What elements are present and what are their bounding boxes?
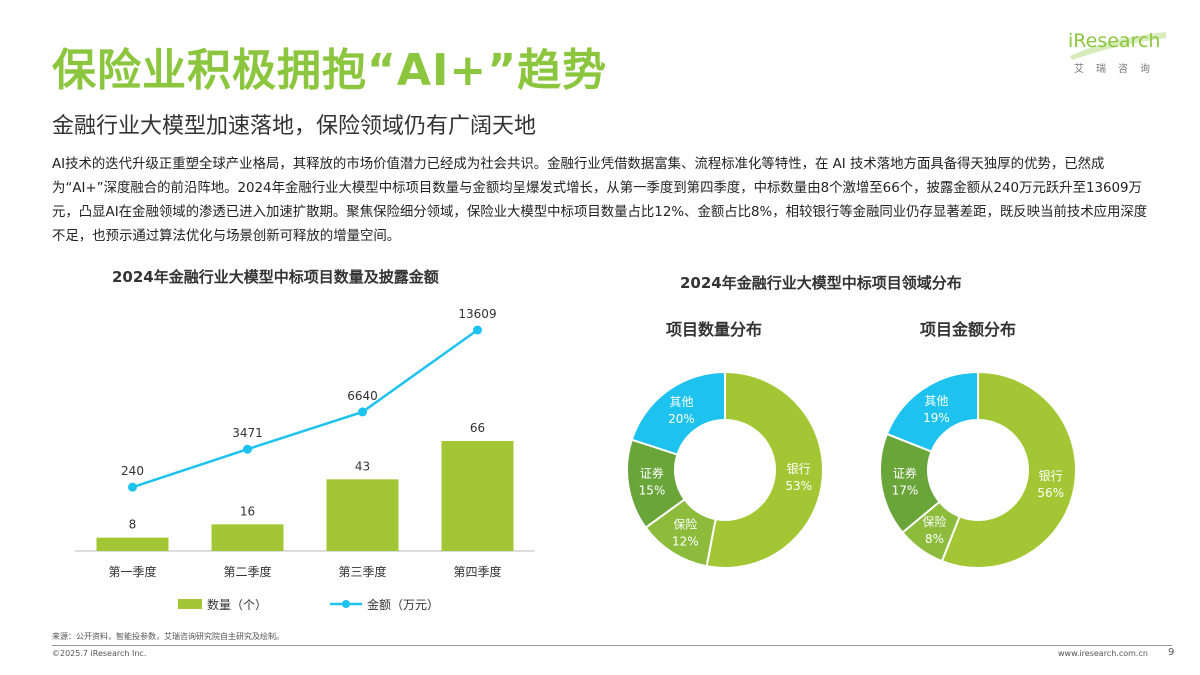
- donut-slice-银行: [705, 370, 824, 569]
- slice-label: 银行: [1039, 469, 1063, 483]
- slice-percent: 20%: [668, 412, 695, 426]
- slice-percent: 53%: [785, 479, 812, 493]
- slice-label: 证券: [640, 466, 664, 481]
- amount-line: [132, 328, 479, 489]
- legend-line-marker: [342, 600, 350, 608]
- bar-3: [326, 479, 399, 551]
- logo-swoosh-icon: [1070, 32, 1166, 60]
- x-tick-label: 第一季度: [108, 564, 156, 579]
- slice-percent: 19%: [923, 411, 950, 425]
- slice-label: 银行: [787, 462, 811, 476]
- website-link[interactable]: www.iresearch.com.cn: [1058, 649, 1148, 658]
- amount-value-label: 240: [121, 464, 144, 478]
- iresearch-logo: iResearch 艾瑞咨询: [1068, 30, 1168, 85]
- amount-value-label: 6640: [347, 389, 378, 403]
- copyright: ©2025.7 iResearch Inc.: [52, 649, 147, 658]
- slice-percent: 56%: [1037, 486, 1064, 500]
- slice-percent: 17%: [892, 484, 919, 498]
- logo-chinese: 艾瑞咨询: [1074, 64, 1162, 75]
- amount-point-3: [358, 407, 367, 417]
- slice-label: 保险: [922, 514, 946, 529]
- donut-slice-其他: [885, 370, 979, 453]
- bar-2: [211, 524, 284, 551]
- donut-amount-title: 项目金额分布: [920, 320, 1017, 339]
- slice-percent: 15%: [639, 484, 666, 498]
- bar-chart-title: 2024年金融行业大模型中标项目数量及披露金额: [112, 268, 439, 286]
- logo-wordmark: iResearch: [1068, 30, 1161, 52]
- legend-bar-label: 数量（个）: [207, 597, 267, 612]
- footer-divider: [52, 645, 1172, 646]
- bar-line-chart: 8 第一季度 16 第二季度 43 第三季度 66 第四季度 240 3471 6640 13609 数…: [75, 307, 535, 612]
- amount-point-4: [473, 325, 482, 335]
- amount-value-label: 13609: [458, 307, 496, 321]
- slice-label: 其他: [924, 394, 948, 408]
- body-paragraph: AI技术的迭代升级正重塑全球产业格局，其释放的市场价值潜力已经成为社会共识。金融…: [52, 157, 1148, 244]
- x-tick-label: 第二季度: [223, 564, 271, 579]
- amount-point-2: [243, 444, 252, 454]
- slice-label: 证券: [893, 466, 917, 481]
- x-tick-label: 第三季度: [338, 564, 386, 579]
- page-subtitle: 金融行业大模型加速落地，保险领域仍有广阔天地: [52, 114, 537, 139]
- donut-count-chart: 银行 53% 保险 12% 证券 15% 其他 20%: [626, 370, 824, 569]
- amount-point-1: [128, 482, 137, 492]
- amount-value-label: 3471: [232, 426, 263, 440]
- page-number: 9: [1168, 647, 1175, 658]
- donut-slice-其他: [630, 370, 726, 456]
- legend-bar-swatch: [178, 599, 202, 609]
- donut-count-title: 项目数量分布: [666, 320, 763, 339]
- donut-section-title: 2024年金融行业大模型中标项目领域分布: [680, 274, 962, 292]
- donut-amount-chart: 银行 56% 保险 8% 证券 17% 其他 19%: [879, 370, 1077, 569]
- slice-label: 保险: [673, 516, 697, 531]
- bar-4: [441, 441, 514, 551]
- bar-value-label: 16: [240, 504, 255, 518]
- bar-value-label: 8: [129, 518, 137, 532]
- legend-line-label: 金额（万元）: [367, 597, 439, 612]
- x-tick-label: 第四季度: [453, 564, 501, 579]
- bar-value-label: 43: [355, 459, 370, 473]
- bar-value-label: 66: [470, 421, 485, 435]
- slice-percent: 8%: [925, 532, 944, 546]
- slice-label: 其他: [669, 395, 693, 409]
- source-note: 来源：公开资料，智能投参数，艾瑞咨询研究院自主研究及绘制。: [52, 632, 284, 641]
- slice-percent: 12%: [672, 534, 699, 548]
- bar-1: [96, 537, 169, 551]
- page-title: 保险业积极拥抱“AI+”趋势: [52, 45, 608, 96]
- donut-slice-银行: [940, 370, 1077, 569]
